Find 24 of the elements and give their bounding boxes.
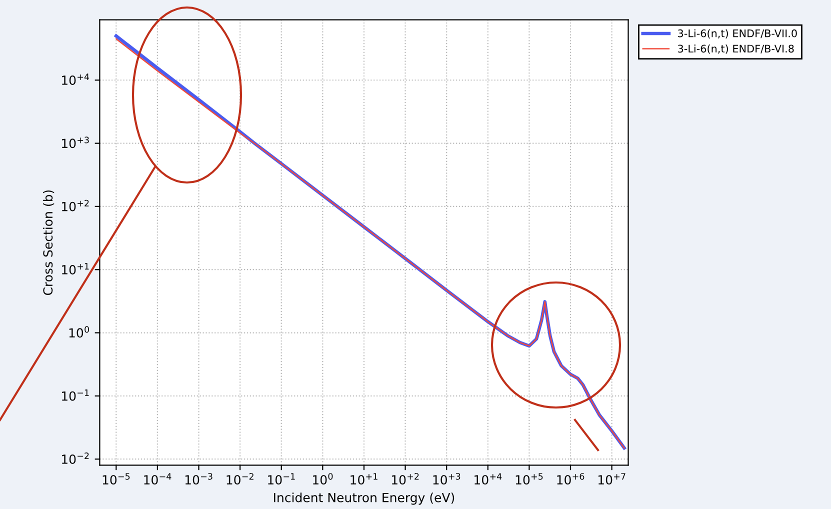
y-tick-label: 10$^{+4}$ [62, 74, 90, 85]
x-tick-label: 10$^{−3}$ [185, 473, 212, 485]
y-tick-label: 10$^{+1}$ [62, 263, 89, 274]
y-tick-label: 10$^{−2}$ [62, 452, 89, 464]
x-tick-label: 10$^{+3}$ [433, 473, 460, 485]
x-tick-label: 10$^{+2}$ [392, 473, 419, 485]
x-tick-label: 10$^{0}$ [313, 473, 333, 485]
y-tick-label: 10$^{−1}$ [62, 389, 89, 401]
x-tick-label: 10$^{−2}$ [226, 473, 254, 485]
y-axis-title: Cross Section (b) [42, 190, 54, 296]
x-tick-label: 10$^{−4}$ [144, 473, 172, 485]
x-tick-label: 10$^{+6}$ [557, 473, 584, 485]
x-tick-label: 10$^{+7}$ [598, 473, 626, 485]
legend-label: 3-Li-6(n,t) ENDF/B-VI.8 [678, 44, 794, 54]
y-tick-label: 10$^{+3}$ [62, 136, 89, 148]
x-tick-label: 10$^{−5}$ [102, 473, 130, 485]
x-axis-title: Incident Neutron Energy (eV) [274, 492, 454, 505]
legend-label: 3-Li-6(n,t) ENDF/B-VII.0 [678, 29, 797, 39]
x-tick-label: 10$^{−1}$ [268, 473, 295, 485]
y-tick-label: 10$^{+2}$ [62, 200, 89, 212]
x-tick-label: 10$^{+1}$ [350, 473, 378, 485]
x-tick-label: 10$^{+5}$ [516, 473, 543, 485]
x-tick-label: 10$^{+4}$ [474, 473, 502, 485]
y-tick-label: 10$^{0}$ [69, 326, 90, 338]
